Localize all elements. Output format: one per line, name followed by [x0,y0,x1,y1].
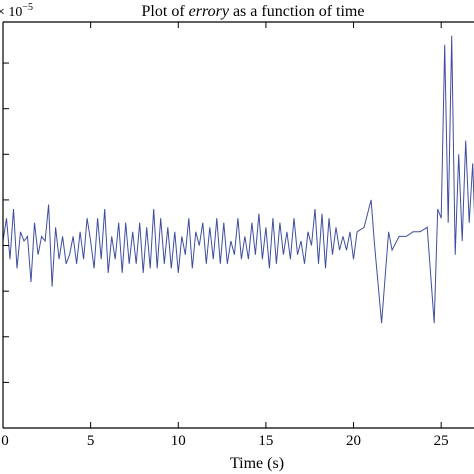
x-tick-label-1: 5 [87,433,95,449]
series-line-0 [2,35,474,324]
y-exponent-label: × 10−5 [0,2,33,20]
axes: 0 5 10 15 20 25 [1,21,474,449]
x-axis-label: Time (s) [230,455,284,472]
x-tick-label-3: 15 [258,433,273,449]
x-tick-label-4: 20 [346,433,361,449]
x-tick-label-5: 25 [434,433,449,449]
exponent-power: −5 [22,2,33,13]
plot-area [2,35,474,324]
chart-title: Plot of errory as a function of time [142,3,365,20]
x-tick-label-0: 0 [1,433,9,449]
x-tick-label-2: 10 [171,433,186,449]
title-prefix: Plot of [142,3,189,20]
exponent-base: × 10 [0,5,22,20]
title-suffix: as a function of time [229,3,365,20]
title-italic: errory [189,3,230,20]
